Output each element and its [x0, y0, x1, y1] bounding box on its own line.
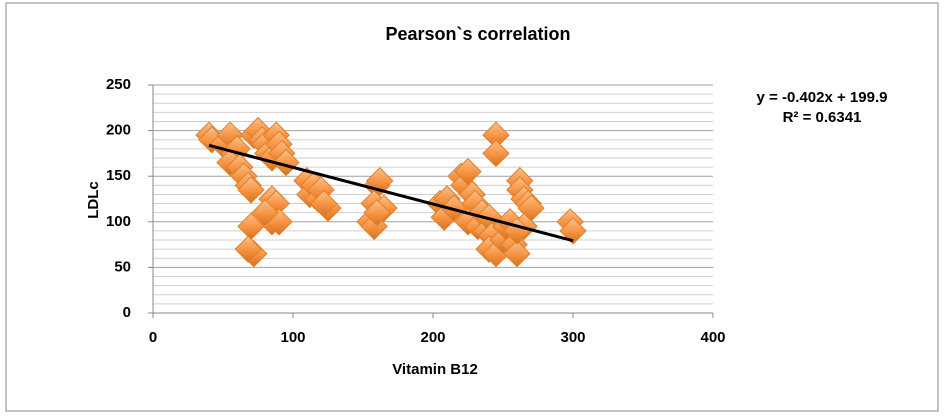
x-axis-label: Vitamin B12 — [392, 361, 478, 378]
scatter-point — [234, 235, 262, 263]
y-tick-label: 0 — [123, 304, 131, 321]
scatter-point — [559, 217, 587, 245]
x-tick-label: 0 — [149, 329, 157, 346]
x-tick-label: 400 — [700, 329, 725, 346]
scatter-point — [363, 198, 391, 227]
scatter-point — [237, 176, 265, 204]
scatter-point — [251, 198, 279, 227]
scatter-point — [310, 189, 338, 218]
x-tick-label: 200 — [420, 329, 445, 346]
scatter-point — [454, 157, 482, 186]
y-tick-label: 100 — [106, 213, 131, 230]
y-tick-label: 150 — [106, 167, 131, 184]
chart-title: Pearson`s correlation — [385, 24, 570, 44]
trendline — [208, 143, 574, 243]
trendline-equation: y = -0.402x + 199.9 — [757, 89, 888, 106]
y-axis-label: LDLc — [85, 181, 102, 219]
y-tick-label: 200 — [106, 122, 131, 139]
scatter-point — [482, 139, 510, 168]
x-tick-label: 300 — [560, 329, 585, 346]
r-squared: R² = 0.6341 — [783, 109, 862, 126]
x-tick-label: 100 — [280, 329, 305, 346]
y-tick-label: 250 — [106, 76, 131, 93]
scatter-point — [503, 240, 531, 268]
scatter-point — [272, 148, 300, 177]
y-tick-label: 50 — [114, 258, 131, 275]
